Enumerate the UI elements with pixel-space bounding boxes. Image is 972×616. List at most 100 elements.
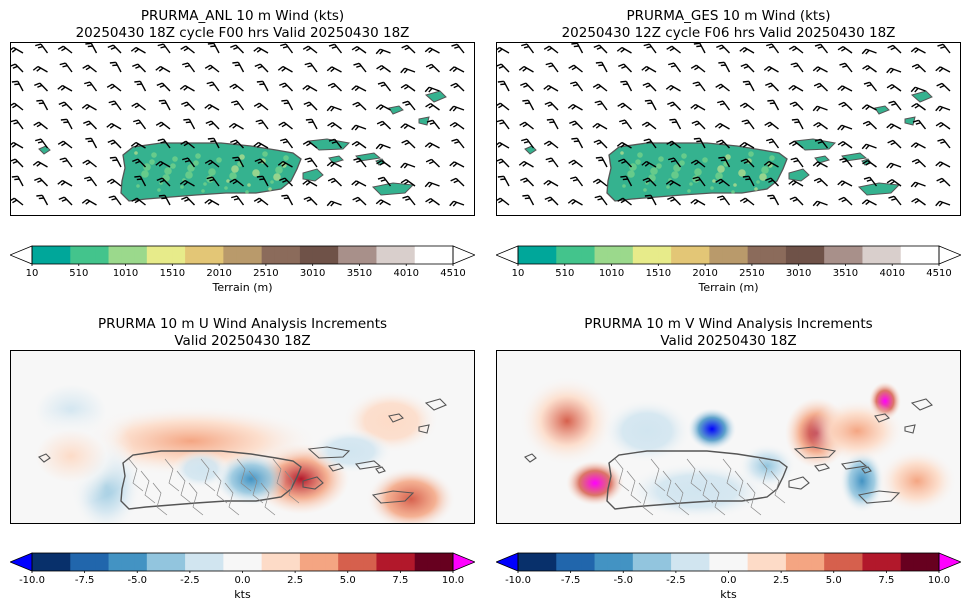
colorbar-segment [32,246,46,264]
colorbar-label: kts [234,588,251,601]
wind-barb [376,64,391,73]
wind-barb [34,82,49,92]
island-coastline [874,413,890,423]
increment-anomaly [877,449,957,513]
wind-barb [204,159,220,168]
wind-barb [910,47,926,54]
wind-barb [571,43,584,54]
wind-barb [863,176,878,187]
increment-field [519,376,957,520]
wind-barb [837,124,853,131]
wind-barb [402,100,416,111]
wind-barb [231,195,245,206]
colorbar-segment [389,553,403,571]
wind-barb [862,159,877,168]
wind-barb [788,45,804,54]
colorbar-segment [900,246,915,264]
wind-barb [231,100,245,111]
terrain-highland-mark [216,157,222,163]
wind-barb [305,118,318,130]
wind-barb [281,99,294,111]
wind-barb [667,196,682,206]
colorbar-segment [414,553,429,571]
terrain-highland-mark [180,185,184,189]
wind-barb [911,63,926,73]
wind-barb [619,119,633,130]
wind-barb [158,99,171,111]
wind-barb [814,43,829,54]
wind-barb [204,64,220,73]
terrain-highland-mark [252,169,260,177]
colorbar-segment [836,246,851,264]
terrain-highland-mark [637,152,643,158]
wind-barb [11,102,24,111]
wind-barb [85,43,98,54]
colorbar-extend-max [452,245,477,265]
wind-barb [58,101,73,111]
municipal-boundary [614,458,630,492]
colorbar-tick-label: 4010 [879,268,905,279]
wind-barb [57,84,73,92]
island-terrain [793,138,837,151]
u-increment-colorbar: -10.0 -7.5 -5.0 -2.5 0.0 2.5 5.0 7.5 10.0 kts [8,551,477,607]
island-coastline [840,460,868,470]
wind-barb [33,121,48,130]
wind-barb [179,84,195,92]
panel1-title-line2: 20250430 18Z cycle F00 hrs Valid 2025043… [75,25,410,41]
wind-barb [277,160,293,168]
wind-barb [617,102,632,111]
wind-barb [594,100,608,111]
wind-terrain-map-ges [496,42,961,216]
wind-barb [543,140,559,149]
colorbar-segment [236,553,250,571]
wind-barb [715,83,730,92]
wind-barb [544,196,559,206]
wind-barb [862,64,877,73]
colorbar-tick-label: 510 [555,268,575,279]
terrain-highland-mark [143,163,151,171]
colorbar-segment [696,246,710,264]
terrain-highland-mark [635,159,641,165]
wind-barb [812,200,828,207]
wind-barb [232,156,245,168]
wind-barb [935,200,951,207]
wind-barb [861,48,877,55]
panel2-title: PRURMA_GES 10 m Wind (kts) 20250430 12Z … [496,8,961,42]
wind-barb [232,61,245,73]
wind-barb [718,61,731,73]
wind-barb [207,137,220,149]
colorbar-segment [338,553,352,571]
wind-barb [328,43,343,54]
wind-barb [279,82,294,92]
increment-anomaly [738,443,796,489]
wind-barb [739,46,755,54]
terrain-highland-mark [187,164,195,172]
wind-barb [644,99,657,111]
wind-barb [718,156,731,168]
colorbar-tick-label: -10.0 [505,575,531,586]
panel4-title-line1: PRURMA 10 m V Wind Analysis Increments [584,316,873,332]
colorbar-segment [338,246,352,264]
wind-barb [592,178,608,187]
colorbar-segment [185,246,199,264]
panel1-title-line1: PRURMA_ANL 10 m Wind (kts) [140,8,345,24]
colorbar-segment [722,553,736,571]
coastline-group [524,90,933,202]
terrain-highland-mark [203,182,207,186]
wind-barb [837,180,853,187]
colorbar-tick-label: -2.5 [666,575,686,586]
colorbar-extend-max [938,245,963,265]
wind-barb [690,198,706,206]
terrain-highland-mark [193,160,199,166]
terrain-highland-mark [247,183,251,187]
colorbar-segment [44,246,59,264]
wind-barb [812,66,828,73]
island-terrain [418,116,430,126]
colorbar-segment [632,246,647,264]
wind-barb [910,181,926,188]
wind-barb [228,122,244,130]
wind-barb [400,123,416,130]
island-coastline [307,446,351,459]
island-terrain [371,182,415,196]
increment-anomaly [519,376,615,466]
